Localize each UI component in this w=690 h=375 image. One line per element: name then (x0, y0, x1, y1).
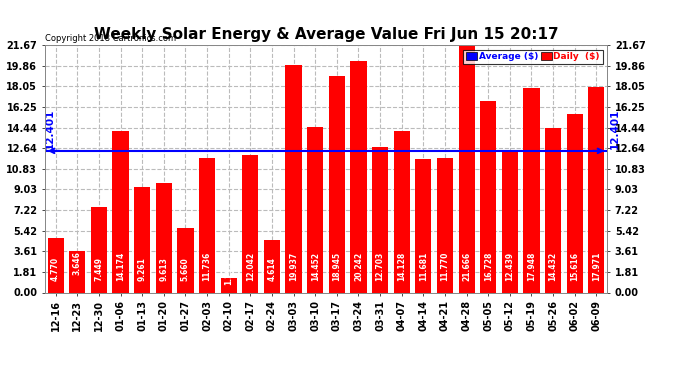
Bar (177, 228, 194, 292)
Text: 16.728: 16.728 (484, 252, 493, 281)
Text: 17.971: 17.971 (592, 252, 601, 281)
Text: 3.646: 3.646 (72, 252, 82, 275)
Bar (307, 128, 324, 292)
Title: Weekly Solar Energy & Average Value Fri Jun 15 20:17: Weekly Solar Energy & Average Value Fri … (94, 27, 558, 42)
Text: 19.937: 19.937 (289, 252, 298, 281)
Bar (566, 114, 583, 292)
Bar (48, 238, 63, 292)
Text: 15.616: 15.616 (570, 252, 580, 281)
Bar (415, 159, 431, 292)
Text: 14.452: 14.452 (310, 252, 319, 281)
Text: 14.432: 14.432 (549, 252, 558, 281)
Bar (286, 65, 302, 292)
Bar (524, 87, 540, 292)
Bar (134, 187, 150, 292)
Bar (480, 102, 496, 292)
Text: 17.948: 17.948 (527, 252, 536, 281)
Bar (242, 155, 259, 292)
Text: 18.945: 18.945 (333, 252, 342, 281)
Bar (221, 278, 237, 292)
Text: 11.770: 11.770 (440, 252, 449, 281)
Text: 9.613: 9.613 (159, 257, 168, 281)
Text: 11.681: 11.681 (419, 252, 428, 281)
Bar (351, 61, 366, 292)
Text: 4.770: 4.770 (51, 257, 60, 281)
Bar (437, 158, 453, 292)
Text: 1.293: 1.293 (224, 261, 233, 285)
Text: 7.449: 7.449 (95, 257, 103, 281)
Bar (545, 128, 561, 292)
Text: 14.128: 14.128 (397, 252, 406, 281)
Text: 12.439: 12.439 (505, 252, 514, 281)
Legend: Average ($), Daily  ($): Average ($), Daily ($) (464, 50, 602, 64)
Bar (372, 147, 388, 292)
Bar (112, 130, 128, 292)
Text: 14.174: 14.174 (116, 252, 125, 281)
Text: 5.660: 5.660 (181, 257, 190, 281)
Text: 12.401: 12.401 (45, 108, 55, 148)
Bar (458, 45, 475, 292)
Bar (69, 251, 86, 292)
Bar (328, 76, 345, 292)
Text: 21.666: 21.666 (462, 252, 471, 281)
Bar (91, 207, 107, 292)
Bar (156, 183, 172, 292)
Bar (589, 87, 604, 292)
Text: 12.042: 12.042 (246, 252, 255, 281)
Text: Copyright 2018 Cartronics.com: Copyright 2018 Cartronics.com (45, 34, 176, 43)
Text: 12.401: 12.401 (609, 108, 620, 148)
Bar (393, 131, 410, 292)
Text: 9.261: 9.261 (138, 257, 147, 281)
Text: 11.736: 11.736 (203, 252, 212, 281)
Text: 4.614: 4.614 (268, 257, 277, 281)
Bar (264, 240, 280, 292)
Bar (502, 150, 518, 292)
Bar (199, 159, 215, 292)
Text: 20.242: 20.242 (354, 252, 363, 281)
Text: 12.703: 12.703 (375, 252, 384, 281)
